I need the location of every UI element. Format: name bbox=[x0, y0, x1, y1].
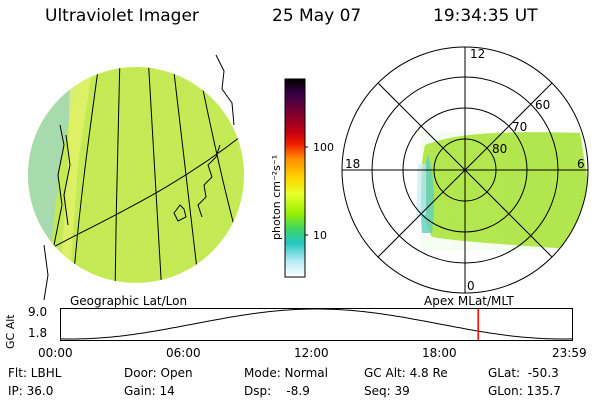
glon-value: GLon: 135.7 bbox=[488, 384, 561, 398]
seq-value: Seq: 39 bbox=[364, 384, 410, 398]
longitude-line bbox=[171, 67, 201, 283]
gc-alt-value: GC Alt: 4.8 Re bbox=[364, 366, 448, 380]
altitude-max-label: 9.0 bbox=[28, 305, 48, 319]
longitude-line bbox=[147, 67, 163, 283]
mlat-60-label: 60 bbox=[535, 98, 551, 112]
mlat-70-label: 70 bbox=[512, 120, 528, 134]
time-tick-1200: 12:00 bbox=[294, 346, 329, 360]
mlt-12-label: 12 bbox=[470, 47, 486, 61]
time-tick-0000: 00:00 bbox=[38, 346, 73, 360]
filter-value: Flt: LBHL bbox=[8, 366, 62, 380]
altitude-plot-frame bbox=[60, 308, 573, 341]
coastline bbox=[197, 144, 221, 218]
time-tick-1800: 18:00 bbox=[422, 346, 457, 360]
colorbar-gradient bbox=[284, 78, 306, 278]
date-label: 25 May 07 bbox=[272, 6, 362, 26]
geographic-caption: Geographic Lat/Lon bbox=[70, 294, 188, 308]
colorbar-tick-10: 10 bbox=[313, 229, 327, 242]
polar-axis-diagonal bbox=[377, 82, 553, 258]
ip-value: IP: 36.0 bbox=[8, 384, 54, 398]
door-value: Door: Open bbox=[124, 366, 193, 380]
longitude-line bbox=[71, 67, 101, 283]
time-tick-2359: 23:59 bbox=[552, 346, 587, 360]
instrument-title: Ultraviolet Imager bbox=[45, 6, 199, 26]
mlat-80-label: 80 bbox=[492, 142, 508, 156]
altitude-min-label: 1.8 bbox=[28, 326, 48, 340]
polar-plot bbox=[341, 46, 589, 294]
mlt-0-label: 0 bbox=[467, 279, 475, 293]
mlt-18-label: 18 bbox=[345, 157, 361, 171]
gain-value: Gain: 14 bbox=[124, 384, 175, 398]
glat-value: GLat: -50.3 bbox=[488, 366, 559, 380]
mode-value: Mode: Normal bbox=[244, 366, 328, 380]
colorbar bbox=[284, 78, 308, 278]
coastline-outside bbox=[215, 54, 235, 126]
mlt-6-label: 6 bbox=[577, 157, 585, 171]
longitude-line bbox=[114, 67, 121, 283]
time-label: 19:34:35 UT bbox=[433, 6, 538, 26]
apex-caption: Apex MLat/MLT bbox=[424, 294, 514, 308]
altitude-axis-label: GC Alt bbox=[4, 314, 17, 349]
altitude-plot bbox=[60, 308, 573, 341]
time-tick-0600: 06:00 bbox=[166, 346, 201, 360]
colorbar-tick-100: 100 bbox=[313, 141, 334, 154]
colorbar-unit-label: photon cm⁻²s⁻¹ bbox=[270, 154, 283, 240]
geographic-image-panel bbox=[28, 54, 244, 301]
altitude-curve bbox=[60, 308, 573, 340]
dsp-value: Dsp: -8.9 bbox=[244, 384, 310, 398]
